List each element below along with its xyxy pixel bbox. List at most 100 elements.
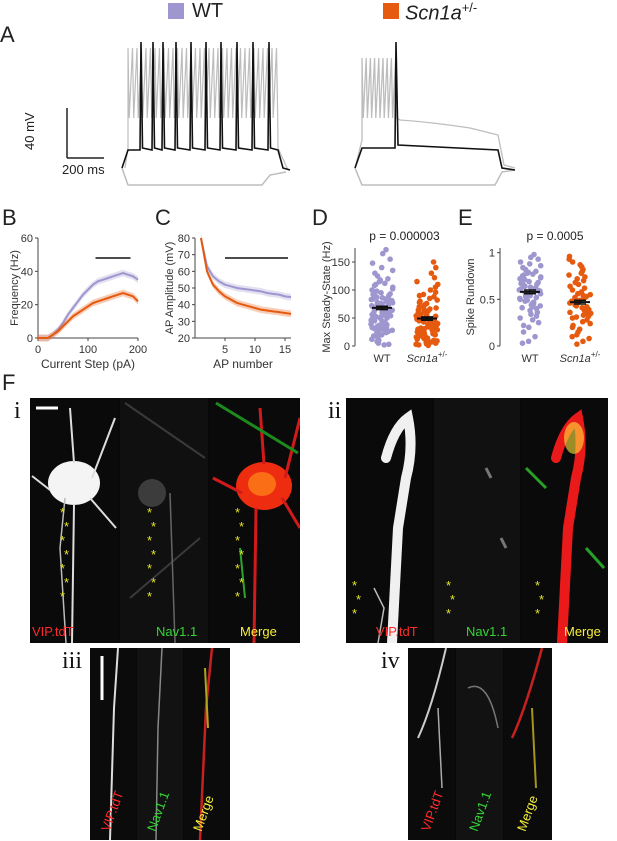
chart-c-y-tick-label: 40 xyxy=(178,300,190,312)
scn1a-trace-suprathreshold xyxy=(354,57,516,169)
legend-swatch-wt xyxy=(168,3,184,19)
chart-d-point xyxy=(432,284,439,290)
chart-d-point xyxy=(434,326,441,333)
micrograph-iii: VIP.tdT Nav1.1 Merge xyxy=(90,648,230,840)
chart-c-ylabel: AP Amplitude (mV) xyxy=(164,242,176,335)
chart-b-y-tick-label: 60 xyxy=(21,233,33,245)
chart-d-point xyxy=(389,267,396,274)
chart-e-point xyxy=(533,313,540,319)
asterisk-marker: * xyxy=(235,505,241,520)
chart-c-x-tick-label: 15 xyxy=(279,344,291,356)
chart-c-series-line xyxy=(200,237,292,299)
chart-e-point xyxy=(517,315,523,321)
chart-e-point xyxy=(517,259,524,265)
panel-label-e: E xyxy=(458,205,473,230)
panel-label-f: F xyxy=(2,370,16,395)
panel-label-ii: ii xyxy=(328,398,342,424)
asterisk-marker: * xyxy=(64,575,70,590)
chart-c-y-tick-label: 70 xyxy=(178,250,190,262)
chart-b-band xyxy=(38,289,138,342)
chart-e-point xyxy=(566,272,572,278)
chart-e-point xyxy=(569,287,576,293)
chart-e-point xyxy=(569,333,576,340)
chart-e-point xyxy=(569,259,576,265)
chart-e-point xyxy=(580,338,586,345)
asterisk-marker: * xyxy=(60,533,66,548)
asterisk-marker: * xyxy=(151,575,157,590)
chart-e-point xyxy=(567,309,573,316)
chart-d-point xyxy=(432,289,439,296)
micrograph-i-image xyxy=(30,398,300,643)
legend-label-wt: WT xyxy=(192,0,224,22)
chart-d-y-tick-label: 150 xyxy=(332,257,350,269)
chart-d-point xyxy=(378,264,385,271)
chart-e-ylabel: Spike Rundown xyxy=(465,258,477,335)
wt-trace-hyperpolarizing xyxy=(121,167,287,186)
chart-d-point xyxy=(375,340,382,346)
asterisk-marker: * xyxy=(147,505,153,520)
scn1a-trace-hyperpolarizing xyxy=(354,167,516,186)
chart-b-y-tick-label: 0 xyxy=(27,333,33,345)
chart-e-point xyxy=(519,304,525,311)
chart-d-point xyxy=(416,292,423,299)
chart-d-point xyxy=(368,296,375,303)
chart-d-point xyxy=(369,336,375,343)
asterisk-marker: * xyxy=(64,547,70,562)
chart-b-ylabel: Frequency (Hz) xyxy=(9,250,21,326)
chart-d-point xyxy=(414,278,420,285)
chart-b-x-tick-label: 0 xyxy=(35,344,41,356)
chart-e-point xyxy=(526,278,532,285)
chart-d-point xyxy=(433,305,439,311)
chart-b-y-tick-label: 20 xyxy=(21,300,33,312)
wt-trace xyxy=(121,41,291,186)
wt-trace-suprathreshold xyxy=(124,47,289,171)
chart-e-point xyxy=(530,271,536,277)
chart-e-category-label-italic: Scn1a xyxy=(560,353,591,365)
asterisk-marker: * xyxy=(352,578,358,593)
chart-d-point xyxy=(371,318,378,324)
scale-bar-time-label: 200 ms xyxy=(62,162,105,177)
chart-d-point xyxy=(415,342,422,348)
micrograph-iv: VIP.tdT Nav1.1 Merge xyxy=(408,648,552,840)
chart-e-y-tick-label: 0.5 xyxy=(480,294,495,306)
scn1a-trace xyxy=(354,41,516,186)
scale-bar-voltage-label: 40 mV xyxy=(22,112,37,150)
asterisk-marker: * xyxy=(151,519,157,534)
chart-e-point xyxy=(527,284,534,290)
panel-label-iv: iv xyxy=(381,648,400,674)
wt-trace-rheobase xyxy=(121,41,291,171)
legend-label-scn1a-sup: +/- xyxy=(461,0,478,15)
chart-d-point xyxy=(414,336,420,343)
chart-e-category-label: WT xyxy=(521,353,538,365)
chart-e-point xyxy=(535,319,542,326)
chart-c-y-tick-label: 60 xyxy=(178,266,190,278)
chart-c-x-tick-label: 5 xyxy=(222,344,228,356)
asterisk-marker: * xyxy=(239,547,245,562)
chart-b-y-tick-label: 40 xyxy=(21,266,33,278)
chart-d-point xyxy=(427,287,434,293)
chart-d-point xyxy=(433,264,439,271)
chart-d-y-tick-label: 0 xyxy=(344,341,350,353)
chart-d-y-tick-label: 50 xyxy=(338,313,350,325)
scn1a-trace-rheobase xyxy=(354,41,516,171)
chart-b-xlabel: Current Step (pA) xyxy=(41,357,135,371)
chart-e-point xyxy=(528,311,534,318)
chart-d-category-label: Scn1a+/- xyxy=(407,350,448,365)
chart-d-category-label-sup: +/- xyxy=(438,350,448,359)
chart-d-point xyxy=(430,259,437,265)
chart-e-point xyxy=(578,270,585,276)
chart-c-xlabel: AP number xyxy=(213,357,273,371)
chart-e-point xyxy=(522,283,528,290)
asterisk-marker: * xyxy=(235,561,241,576)
chart-e-point xyxy=(579,318,586,325)
micrograph-i-label-nav: Nav1.1 xyxy=(156,624,198,639)
asterisk-marker: * xyxy=(60,589,66,604)
chart-d-point xyxy=(432,340,439,346)
asterisk-marker: * xyxy=(446,578,452,593)
chart-d-point xyxy=(389,286,396,292)
chart-e-point xyxy=(527,254,534,261)
chart-d-point xyxy=(383,329,389,336)
chart-d-point xyxy=(371,282,378,289)
chart-d-point xyxy=(382,280,388,287)
